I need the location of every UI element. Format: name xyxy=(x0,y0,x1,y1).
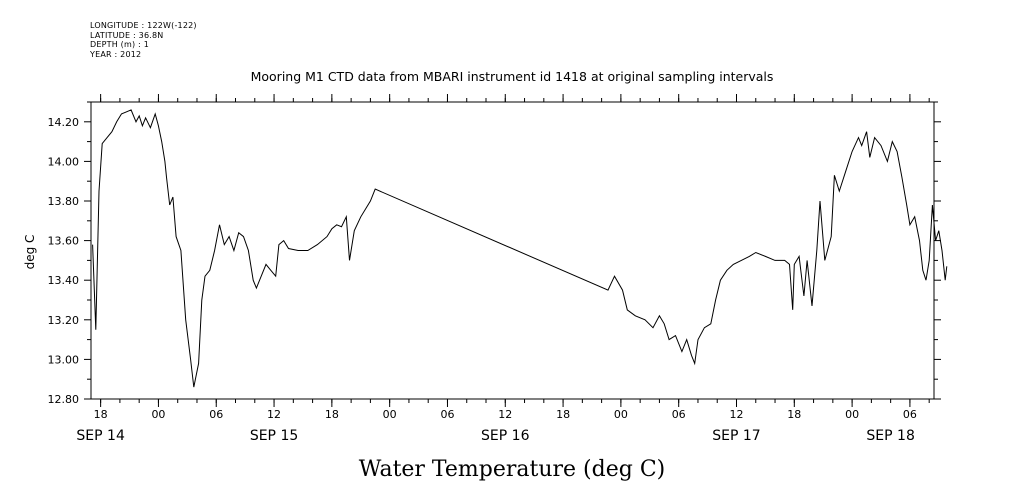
series-area xyxy=(92,109,948,388)
x-tick-label: 18 xyxy=(94,408,108,421)
y-tick-label: 13.80 xyxy=(48,195,80,208)
y-axis-label: deg C xyxy=(23,235,37,270)
x-tick-label: 06 xyxy=(672,408,686,421)
x-tick-label: 00 xyxy=(614,408,628,421)
x-axis-label: Water Temperature (deg C) xyxy=(359,457,666,482)
x-tick-label: 00 xyxy=(151,408,165,421)
plot-frame xyxy=(90,101,935,400)
y-tick-label: 13.00 xyxy=(48,353,80,366)
y-tick-label: 14.20 xyxy=(48,116,80,129)
x-tick-label: 06 xyxy=(209,408,223,421)
longitude-label: LONGITUDE : 122W(-122) xyxy=(90,21,197,30)
x-tick-label: 12 xyxy=(498,408,512,421)
chart-title: Mooring M1 CTD data from MBARI instrumen… xyxy=(251,69,774,84)
y-tick-label: 13.40 xyxy=(48,274,80,287)
x-tick-label: 12 xyxy=(729,408,743,421)
x-date-label: SEP 15 xyxy=(250,428,298,444)
depth-label: DEPTH (m) : 1 xyxy=(90,40,149,49)
y-tick-label: 12.80 xyxy=(48,393,80,406)
x-tick-label: 18 xyxy=(325,408,339,421)
x-axis: 18 00 06 12 18 00 06 12 18 00 06 12 18 00 06 SEP 14 SEP … xyxy=(76,94,930,444)
temperature-series-line xyxy=(92,109,948,388)
x-date-label: SEP 17 xyxy=(712,428,760,444)
x-tick-label: 06 xyxy=(903,408,917,421)
year-label: YEAR : 2012 xyxy=(90,49,142,59)
metadata-block: LONGITUDE : 122W(-122) LATITUDE : 36.8N … xyxy=(90,21,197,59)
x-date-label: SEP 18 xyxy=(866,428,914,444)
x-tick-label: 12 xyxy=(267,408,281,421)
latitude-label: LATITUDE : 36.8N xyxy=(90,30,164,40)
y-tick-label: 13.20 xyxy=(48,314,80,327)
y-axis: 12.80 13.00 13.20 13.40 13.60 13.80 14.00 14.20 xyxy=(48,101,941,406)
x-date-label: SEP 16 xyxy=(481,428,530,444)
x-date-label: SEP 14 xyxy=(76,428,125,444)
y-tick-label: 13.60 xyxy=(48,235,80,248)
plot-frame-rect xyxy=(90,101,935,400)
x-tick-label: 00 xyxy=(845,408,859,421)
x-tick-label: 18 xyxy=(556,408,570,421)
x-tick-label: 18 xyxy=(787,408,801,421)
x-tick-label: 00 xyxy=(383,408,397,421)
x-tick-label: 06 xyxy=(440,408,454,421)
y-tick-label: 14.00 xyxy=(48,155,80,168)
